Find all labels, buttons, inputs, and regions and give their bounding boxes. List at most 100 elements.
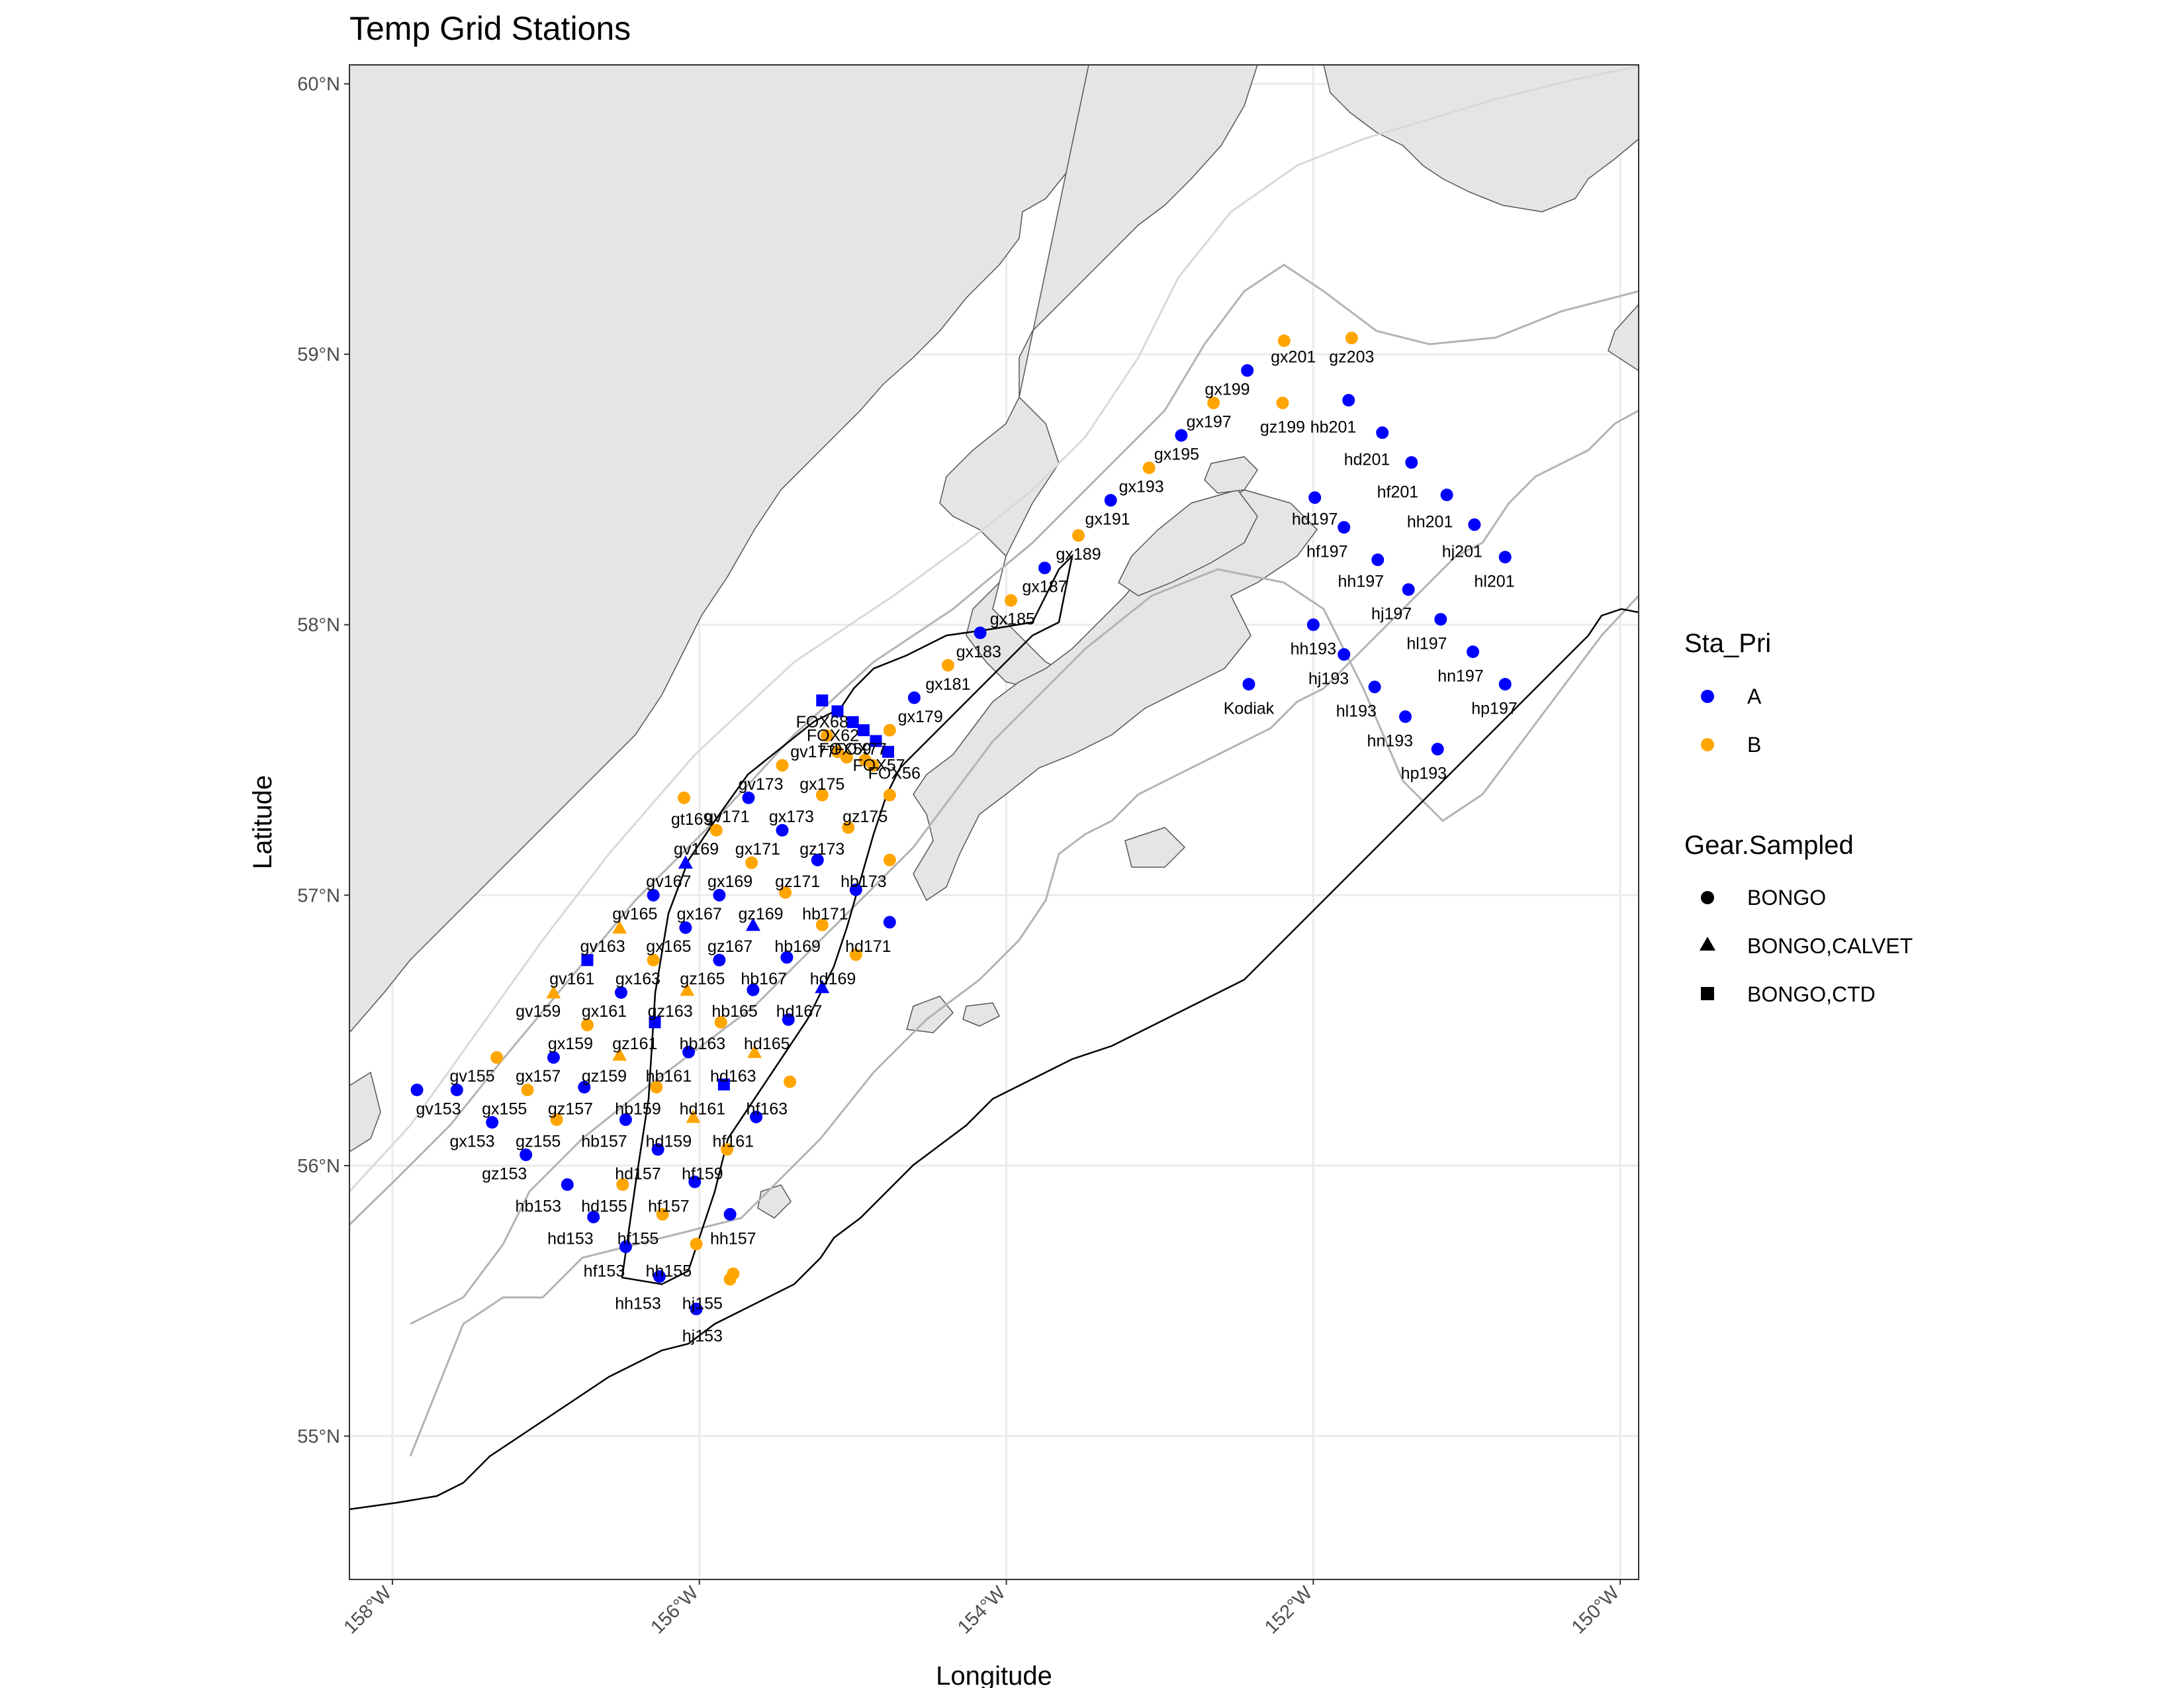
afognak-island xyxy=(1118,489,1258,596)
station-point xyxy=(1467,645,1480,659)
station-point xyxy=(713,888,726,902)
station-point xyxy=(883,724,896,737)
station-point xyxy=(1345,332,1358,345)
y-tick-label: 60°N xyxy=(297,74,340,95)
station-point xyxy=(840,751,853,764)
y-tick-label: 55°N xyxy=(297,1426,340,1447)
station-point xyxy=(647,953,660,966)
station-point xyxy=(1338,521,1351,534)
semidi-island xyxy=(962,1002,1001,1027)
legend-label-bongo-ctd: BONGO,CTD xyxy=(1747,982,1876,1006)
station-point xyxy=(870,735,882,747)
station-point xyxy=(410,1083,424,1096)
legend: Sta_Pri A B Gear.Sampled BONGO BONGO,CAL… xyxy=(1684,629,1913,1006)
station-point xyxy=(831,745,844,759)
station-point xyxy=(1399,710,1412,724)
station-label: hb165 xyxy=(711,1002,758,1021)
station-point xyxy=(882,745,894,758)
station-label: FOX57 xyxy=(852,756,905,774)
station-point xyxy=(686,1109,701,1123)
station-label: gx195 xyxy=(1154,445,1199,464)
station-point xyxy=(650,1080,663,1094)
station-point xyxy=(690,1237,703,1250)
station-label: Kodiak xyxy=(1224,700,1275,718)
x-axis-ticks: 158°W 156°W 154°W 152°W 150°W xyxy=(340,1579,1624,1638)
station-label: gt169 xyxy=(671,810,713,829)
station-point xyxy=(776,823,789,837)
station-point xyxy=(713,953,726,966)
x-tick-label: 150°W xyxy=(1568,1582,1624,1638)
station-point xyxy=(1175,429,1188,442)
station-label: hj155 xyxy=(682,1294,723,1313)
station-point xyxy=(490,1051,504,1064)
station-label: FOX68 xyxy=(796,713,848,731)
station-label: gz199 xyxy=(1260,418,1305,437)
station-label: hb159 xyxy=(615,1100,661,1118)
station-label: hf197 xyxy=(1306,543,1348,561)
station-point xyxy=(550,1113,563,1126)
station-label: hd159 xyxy=(646,1132,692,1150)
station-label: hf155 xyxy=(617,1229,659,1248)
station-label: hd169 xyxy=(810,970,856,988)
station-point xyxy=(1440,489,1453,502)
legend-title-sta-pri: Sta_Pri xyxy=(1684,629,1771,658)
legend-key-b xyxy=(1701,738,1714,751)
station-label: hn197 xyxy=(1437,667,1484,686)
station-label: hd165 xyxy=(744,1035,790,1053)
station-label: gx175 xyxy=(799,775,844,794)
station-point xyxy=(682,1045,696,1058)
station-label: gx197 xyxy=(1187,412,1232,431)
station-label: gx181 xyxy=(925,675,970,694)
station-label: gz175 xyxy=(842,808,887,826)
station-label: hd171 xyxy=(845,937,891,956)
station-label: gz173 xyxy=(799,840,844,859)
station-label: FOX62 xyxy=(807,726,859,745)
station-point xyxy=(780,951,794,964)
station-point xyxy=(578,1080,591,1094)
contour-mid xyxy=(349,263,1639,1226)
x-tick-label: 154°W xyxy=(954,1582,1010,1638)
station-label: gz157 xyxy=(548,1100,593,1118)
station-point xyxy=(831,705,844,718)
station-point xyxy=(1468,518,1481,532)
legend-key-bongo-calvet xyxy=(1700,937,1715,951)
legend-label-a: A xyxy=(1747,684,1762,708)
station-point xyxy=(883,915,896,929)
legend-key-bongo xyxy=(1701,891,1714,904)
station-point xyxy=(1402,583,1415,596)
legend-key-bongo-ctd xyxy=(1701,987,1714,1000)
legend-label-bongo-calvet: BONGO,CALVET xyxy=(1747,934,1913,958)
station-label: gz155 xyxy=(516,1132,561,1150)
station-label: gx185 xyxy=(990,610,1035,629)
station-point xyxy=(690,1302,703,1315)
station-point xyxy=(619,1240,632,1253)
station-label: FOX59 xyxy=(819,740,871,759)
station-label: gv171 xyxy=(704,808,749,826)
station-label: hl197 xyxy=(1406,635,1447,653)
station-point xyxy=(1498,678,1512,691)
station-label: gv153 xyxy=(416,1100,461,1118)
station-label: gx183 xyxy=(956,643,1001,661)
station-point xyxy=(815,918,829,931)
station-point xyxy=(776,759,789,772)
station-point xyxy=(974,626,987,639)
station-point xyxy=(849,948,862,961)
y-axis-ticks: 55°N 56°N 57°N 58°N 59°N 60°N xyxy=(297,74,349,1447)
station-label: gz171 xyxy=(775,872,820,891)
station-label: gx171 xyxy=(735,840,780,859)
grid-boundary-polygon xyxy=(621,553,1074,1286)
station-label: gz153 xyxy=(482,1164,527,1183)
station-label: hh193 xyxy=(1291,640,1337,659)
station-label: gz159 xyxy=(582,1067,627,1086)
station-point xyxy=(547,1051,560,1064)
station-label: hj201 xyxy=(1442,543,1482,561)
y-tick-label: 57°N xyxy=(297,885,340,906)
station-labels: gz203 gx201 gx199 gz199 hb201 gx197 hd201 gx195… xyxy=(416,348,1517,1345)
station-label: hd155 xyxy=(581,1197,627,1215)
station-point xyxy=(1276,397,1289,410)
station-point xyxy=(486,1116,499,1129)
station-point xyxy=(1072,529,1085,542)
station-label: hb163 xyxy=(680,1035,726,1053)
station-point xyxy=(647,888,660,902)
